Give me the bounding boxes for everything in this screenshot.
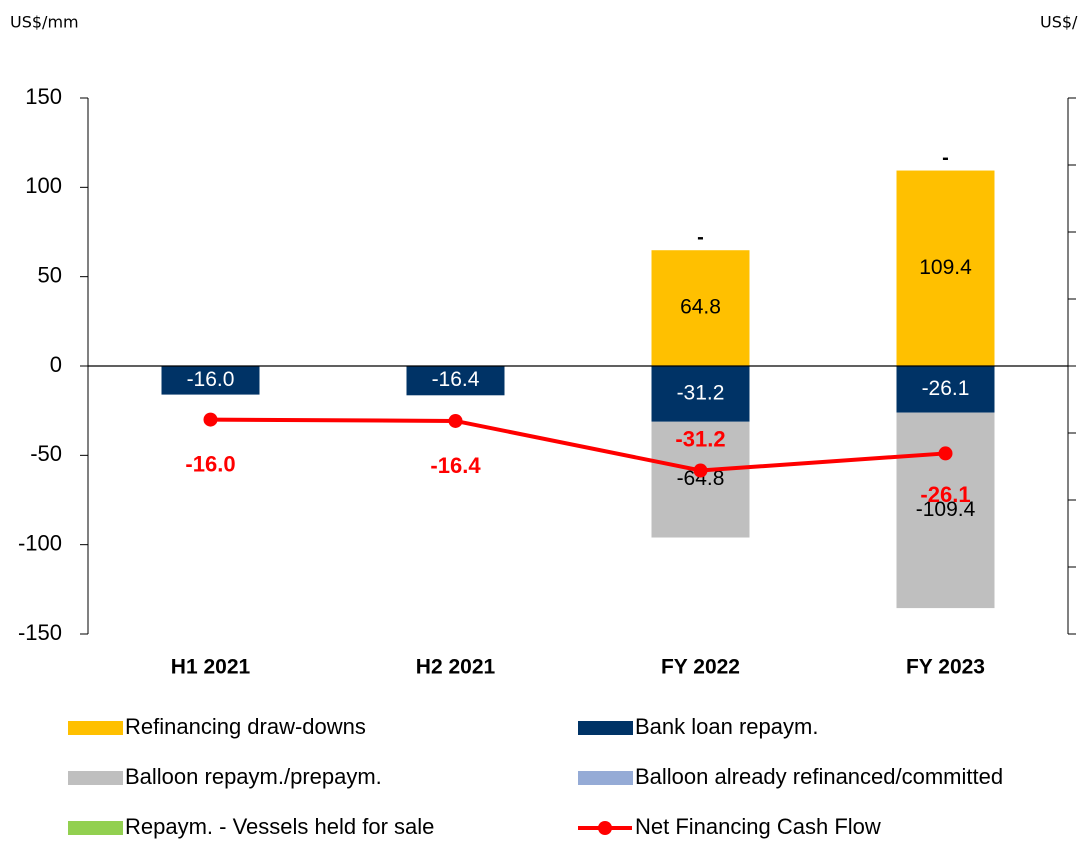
bar-segment: [651, 250, 750, 366]
data-label: -64.8: [677, 467, 725, 490]
line-marker: [203, 412, 218, 427]
data-label: -: [697, 227, 704, 249]
y2-axis-label: US$/: [1040, 13, 1078, 32]
data-label: 64.8: [680, 296, 721, 319]
legend-label: Balloon repaym./prepaym.: [125, 764, 382, 789]
x-tick-label: H1 2021: [171, 656, 251, 679]
y-tick-label: 0: [50, 352, 62, 377]
data-label: -109.4: [916, 498, 976, 521]
data-label: -: [942, 147, 949, 169]
y-tick-label: 50: [38, 262, 62, 287]
legend-label: Repaym. - Vessels held for sale: [125, 814, 434, 839]
line-label: -16.0: [185, 451, 235, 476]
y-tick-label: -150: [18, 620, 62, 645]
bar-segment: [896, 366, 995, 413]
legend-label: Bank loan repaym.: [635, 714, 818, 739]
bar-segment: [161, 366, 260, 395]
data-label: -16.0: [187, 368, 235, 391]
y-axis-label: US$/mm: [10, 13, 79, 32]
line-marker: [938, 446, 953, 461]
line-label: -16.4: [430, 453, 481, 478]
x-tick-label: FY 2023: [906, 656, 985, 679]
bar-segment: [651, 421, 750, 538]
data-label: 109.4: [919, 256, 972, 279]
line-marker: [693, 463, 708, 478]
y-tick-label: 100: [25, 173, 62, 198]
bar-segment: [896, 412, 995, 609]
data-label: -31.2: [677, 381, 725, 404]
data-label: -26.1: [922, 377, 970, 400]
x-tick-label: H2 2021: [416, 656, 496, 679]
line-label: -31.2: [675, 426, 725, 451]
legend-swatch: [578, 721, 633, 735]
y-tick-label: -50: [30, 441, 62, 466]
legend-swatch: [598, 821, 612, 835]
legend-swatch: [68, 771, 123, 785]
line: [210, 417, 946, 473]
bar-segment: [651, 366, 750, 422]
bar-segment: [406, 366, 505, 396]
legend-swatch: [578, 771, 633, 785]
legend-swatch: [68, 821, 123, 835]
x-tick-label: FY 2022: [661, 656, 740, 679]
bar-segment: [896, 170, 995, 366]
legend-label: Net Financing Cash Flow: [635, 814, 881, 839]
legend-label: Balloon already refinanced/committed: [635, 764, 1003, 789]
line-label: -26.1: [920, 482, 970, 507]
data-label: -16.4: [432, 368, 480, 391]
legend-label: Refinancing draw-downs: [125, 714, 366, 739]
legend-swatch: [68, 721, 123, 735]
y-tick-label: -100: [18, 530, 62, 555]
line-marker: [448, 413, 463, 428]
y-tick-label: 150: [25, 84, 62, 109]
